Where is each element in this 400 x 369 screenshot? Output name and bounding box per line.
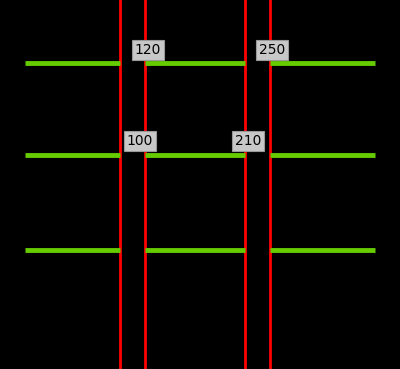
Text: 250: 250 — [259, 43, 285, 57]
Text: 120: 120 — [135, 43, 161, 57]
Text: 210: 210 — [235, 134, 261, 148]
Text: 100: 100 — [127, 134, 153, 148]
